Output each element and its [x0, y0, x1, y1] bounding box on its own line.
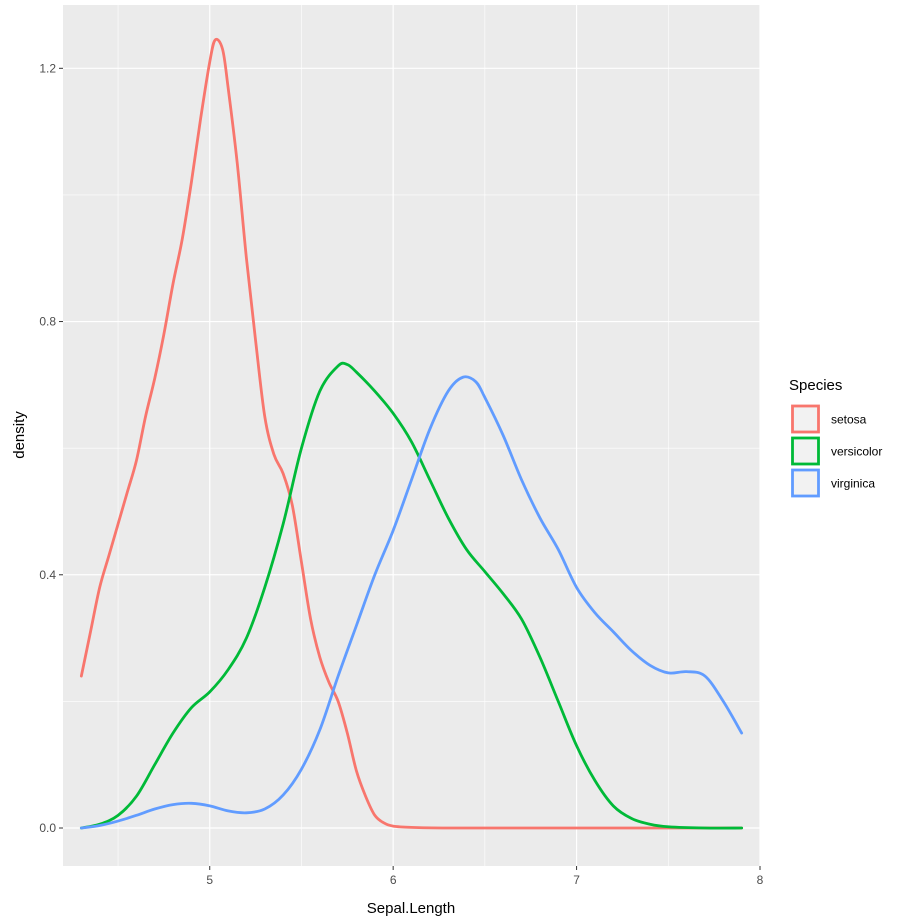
x-tick-label: 6: [390, 873, 397, 887]
y-tick-label: 1.2: [39, 61, 56, 75]
legend-label-virginica: virginica: [831, 477, 875, 491]
x-axis-title: Sepal.Length: [367, 900, 455, 917]
y-axis-title: density: [11, 411, 28, 459]
legend-key-setosa: [791, 404, 820, 434]
density-curves: [79, 37, 744, 830]
x-axis-tick-labels: 5 6 7 8: [206, 873, 763, 887]
legend-label-setosa: setosa: [831, 413, 867, 427]
x-tick-label: 5: [206, 873, 213, 887]
x-tick-label: 8: [757, 873, 764, 887]
legend-key-virginica: [791, 468, 820, 498]
legend-items: setosa versicolor virginica: [791, 404, 882, 498]
plot-panel: [63, 5, 760, 866]
x-tick-label: 7: [573, 873, 580, 887]
y-tick-label: 0.4: [39, 568, 56, 582]
y-tick-label: 0.0: [39, 821, 56, 835]
axis-ticks: [59, 67, 761, 870]
density-line-setosa: [79, 37, 744, 830]
minor-gridlines: [63, 5, 760, 866]
legend-title: Species: [789, 377, 842, 394]
density-line-virginica: [79, 375, 744, 830]
legend-label-versicolor: versicolor: [831, 445, 882, 459]
major-gridlines: [63, 5, 761, 866]
legend: Species setosa versicolor virginica: [789, 377, 882, 498]
density-line-versicolor: [79, 361, 744, 830]
y-tick-label: 0.8: [39, 315, 56, 329]
y-axis-tick-labels: 0.0 0.4 0.8 1.2: [39, 61, 56, 835]
legend-key-versicolor: [791, 436, 820, 466]
